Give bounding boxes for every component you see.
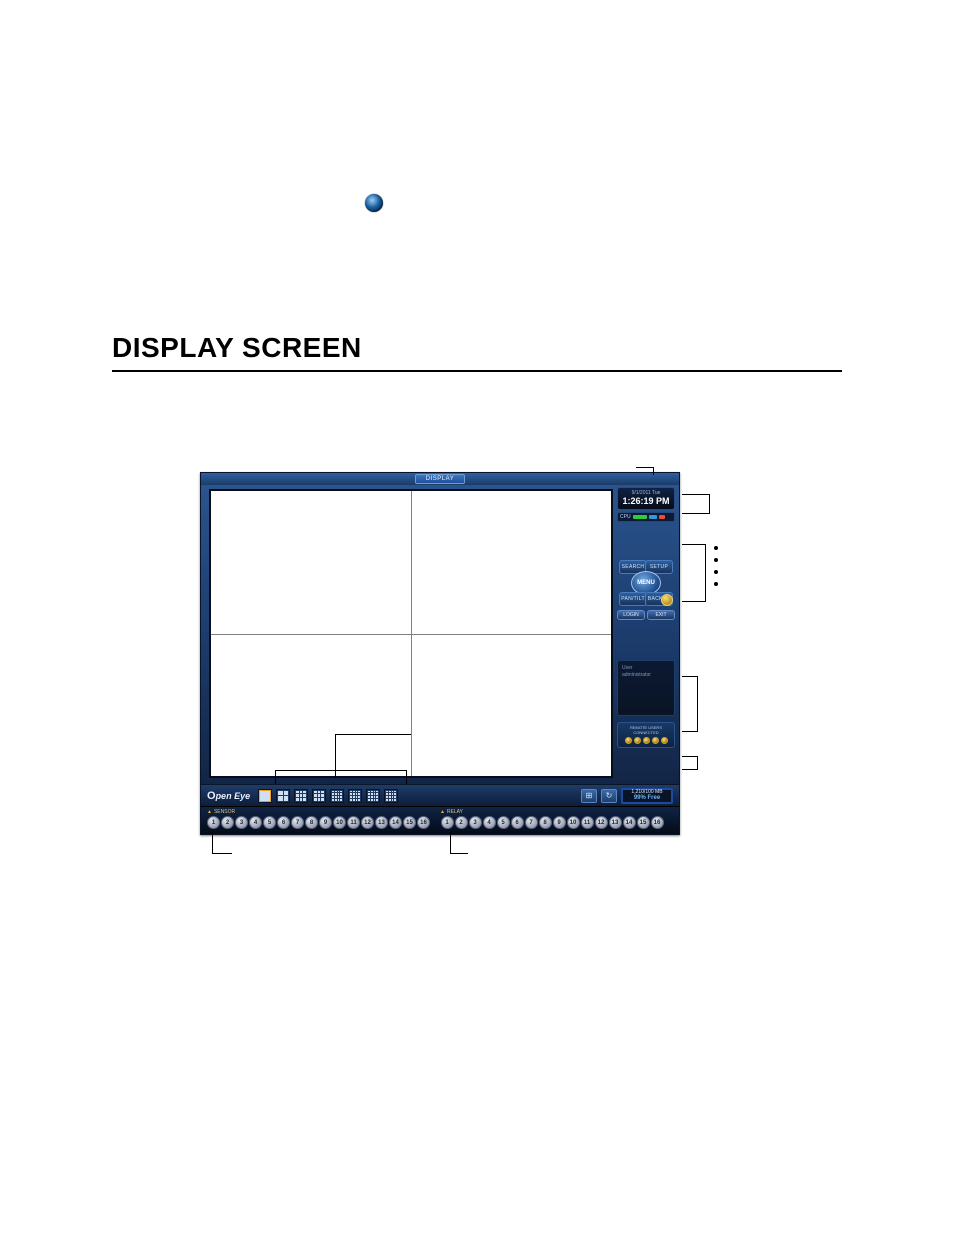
- exit-button[interactable]: EXIT: [647, 610, 675, 620]
- relay-label: RELAY: [447, 809, 463, 815]
- pantilt-button[interactable]: PAN/TILT: [619, 592, 647, 606]
- login-button[interactable]: LOGIN: [617, 610, 645, 620]
- user-info-panel: User administrator: [617, 660, 675, 716]
- sensor-indicator[interactable]: 16: [417, 816, 430, 829]
- callout-line: [450, 832, 468, 854]
- remote-led-icon: [652, 737, 659, 744]
- relay-indicator[interactable]: 1: [441, 816, 454, 829]
- sensor-indicator[interactable]: 3: [235, 816, 248, 829]
- display-screen-figure: DISPLAY 9/1/2011 Tue 1:26:19 PM CPU: [200, 472, 680, 835]
- layout-4x4b-button[interactable]: [348, 789, 362, 803]
- relay-indicator[interactable]: 6: [511, 816, 524, 829]
- sensor-indicator[interactable]: 5: [263, 816, 276, 829]
- relay-indicator[interactable]: 9: [553, 816, 566, 829]
- sensor-indicator[interactable]: 15: [403, 816, 416, 829]
- cpu-meter: CPU: [617, 512, 675, 522]
- relay-indicators: 12345678910111213141516: [441, 816, 674, 829]
- callout-line: [682, 676, 698, 732]
- sensor-indicator[interactable]: 9: [319, 816, 332, 829]
- relay-indicator[interactable]: 14: [623, 816, 636, 829]
- remote-users-title: REMOTE USERS CONNECTED: [621, 725, 671, 735]
- sensor-indicator[interactable]: 6: [277, 816, 290, 829]
- relay-indicator[interactable]: 3: [469, 816, 482, 829]
- relay-indicator[interactable]: 10: [567, 816, 580, 829]
- remote-led-icon: [625, 737, 632, 744]
- remote-led-icon: [643, 737, 650, 744]
- sensor-indicator[interactable]: 7: [291, 816, 304, 829]
- fullscreen-button[interactable]: ⊞: [581, 789, 597, 803]
- sensor-relay-rail: ▲SENSOR ▲RELAY 12345678910111213141516 1…: [201, 806, 679, 834]
- clock-time: 1:26:19 PM: [620, 496, 672, 506]
- sensor-indicator[interactable]: 2: [221, 816, 234, 829]
- sensor-indicators: 12345678910111213141516: [207, 816, 440, 829]
- relay-indicator[interactable]: 2: [455, 816, 468, 829]
- sensor-indicator[interactable]: 4: [249, 816, 262, 829]
- sensor-indicator[interactable]: 11: [347, 816, 360, 829]
- sensor-indicator[interactable]: 1: [207, 816, 220, 829]
- storage-free: 99% Free: [623, 795, 671, 802]
- window-title: DISPLAY: [415, 474, 465, 484]
- storage-indicator: 1,210/100 MB 99% Free: [621, 788, 673, 804]
- layout-3x3a-button[interactable]: [294, 789, 308, 803]
- dvr-app-window: DISPLAY 9/1/2011 Tue 1:26:19 PM CPU: [200, 472, 680, 835]
- layout-4x4d-button[interactable]: [384, 789, 398, 803]
- relay-indicator[interactable]: 16: [651, 816, 664, 829]
- globe-icon: [365, 194, 383, 212]
- sensor-indicator[interactable]: 13: [375, 816, 388, 829]
- callout-dots: [714, 546, 718, 586]
- bottom-toolbar: Open Eye ⊞ ↻ 1,210/100 MB 99% Free: [201, 784, 679, 806]
- backup-indicator-icon: [661, 594, 673, 606]
- sensor-label: SENSOR: [214, 809, 235, 815]
- relay-indicator[interactable]: 12: [595, 816, 608, 829]
- relay-indicator[interactable]: 13: [609, 816, 622, 829]
- remote-led-icon: [634, 737, 641, 744]
- callout-line: [682, 544, 706, 602]
- loop-button[interactable]: ↻: [601, 789, 617, 803]
- relay-indicator[interactable]: 8: [539, 816, 552, 829]
- clock-panel: 9/1/2011 Tue 1:26:19 PM: [617, 487, 675, 510]
- layout-4x4a-button[interactable]: [330, 789, 344, 803]
- cpu-label: CPU: [620, 514, 631, 520]
- relay-indicator[interactable]: 4: [483, 816, 496, 829]
- title-bar: DISPLAY: [201, 473, 679, 485]
- sensor-indicator[interactable]: 10: [333, 816, 346, 829]
- callout-line: [682, 756, 698, 770]
- remote-led-icon: [661, 737, 668, 744]
- relay-indicator[interactable]: 7: [525, 816, 538, 829]
- layout-1x1-button[interactable]: [258, 789, 272, 803]
- callout-line: [212, 832, 232, 854]
- layout-3x3b-button[interactable]: [312, 789, 326, 803]
- relay-indicator[interactable]: 15: [637, 816, 650, 829]
- relay-indicator[interactable]: 11: [581, 816, 594, 829]
- cpu-led-green: [633, 515, 647, 519]
- page-title: DISPLAY SCREEN: [112, 332, 842, 372]
- video-grid-panel: [209, 489, 613, 778]
- menu-cluster: SEARCH SETUP MENU PAN/TILT BACKUP: [617, 560, 675, 606]
- layout-2x2-button[interactable]: [276, 789, 290, 803]
- sensor-indicator[interactable]: 8: [305, 816, 318, 829]
- user-name: administrator: [622, 672, 670, 679]
- callout-line: [682, 494, 710, 514]
- layout-4x4c-button[interactable]: [366, 789, 380, 803]
- cpu-led-blue: [649, 515, 657, 519]
- openeye-logo: Open Eye: [207, 790, 250, 802]
- relay-indicator[interactable]: 5: [497, 816, 510, 829]
- sensor-indicator[interactable]: 12: [361, 816, 374, 829]
- sensor-indicator[interactable]: 14: [389, 816, 402, 829]
- cpu-led-red: [659, 515, 665, 519]
- user-label: User: [622, 665, 670, 672]
- remote-users-panel: REMOTE USERS CONNECTED: [617, 722, 675, 748]
